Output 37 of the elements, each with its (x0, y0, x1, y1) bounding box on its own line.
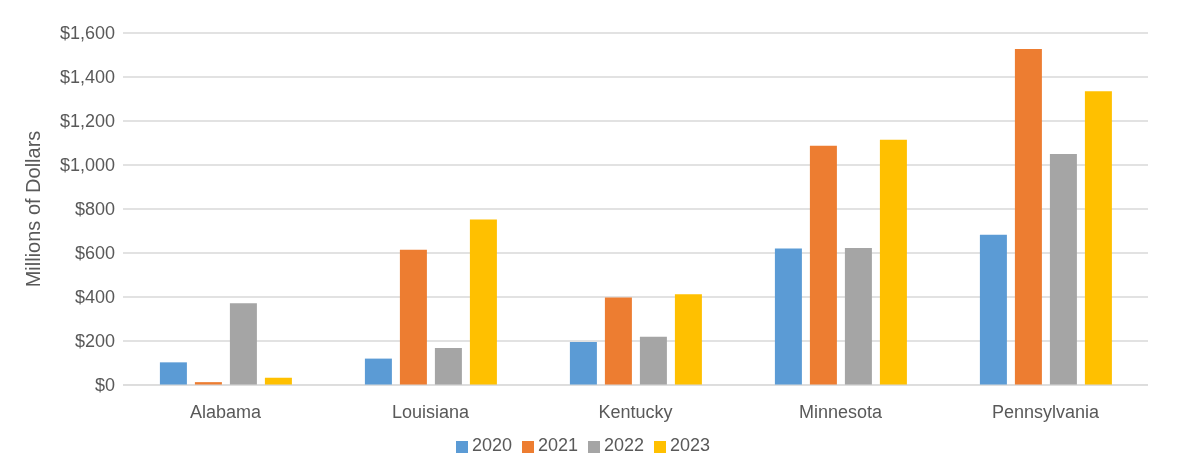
x-tick-label: Louisiana (391, 401, 471, 422)
y-tick-label: $0 (94, 375, 115, 396)
bar (434, 348, 462, 385)
y-tick-label: $400 (74, 287, 115, 308)
bar (774, 248, 802, 385)
bar (979, 234, 1007, 385)
bar (469, 219, 497, 385)
bar (639, 336, 667, 385)
bar (159, 362, 187, 385)
bar (879, 139, 907, 385)
bar (809, 145, 837, 385)
y-tick-label: $1,600 (59, 23, 115, 44)
bar (674, 294, 702, 385)
bar (1084, 91, 1112, 385)
x-tick-label: Kentucky (598, 401, 673, 422)
bar (844, 247, 872, 385)
bar (604, 297, 632, 385)
x-tick-label: Alabama (189, 401, 263, 422)
x-tick-label: Minnesota (798, 401, 884, 422)
y-axis-title: Millions of Dollars (22, 130, 45, 288)
legend-label: 2021 (537, 435, 578, 455)
legend-label: 2022 (604, 435, 645, 455)
y-tick-label: $1,000 (59, 155, 115, 176)
y-tick-label: $800 (74, 199, 115, 220)
legend-label: 2023 (670, 435, 711, 455)
y-tick-label: $600 (74, 243, 115, 264)
bar (399, 249, 427, 385)
y-tick-label: $1,400 (59, 67, 115, 88)
legend-label: 2020 (471, 435, 512, 455)
bar (229, 303, 257, 385)
bar (364, 358, 392, 385)
bar (1014, 49, 1042, 385)
y-tick-label: $1,200 (59, 111, 115, 132)
bar (1049, 154, 1077, 385)
bar (569, 341, 597, 385)
x-tick-label: Pennsylvania (991, 401, 1101, 422)
y-tick-label: $200 (74, 331, 115, 352)
